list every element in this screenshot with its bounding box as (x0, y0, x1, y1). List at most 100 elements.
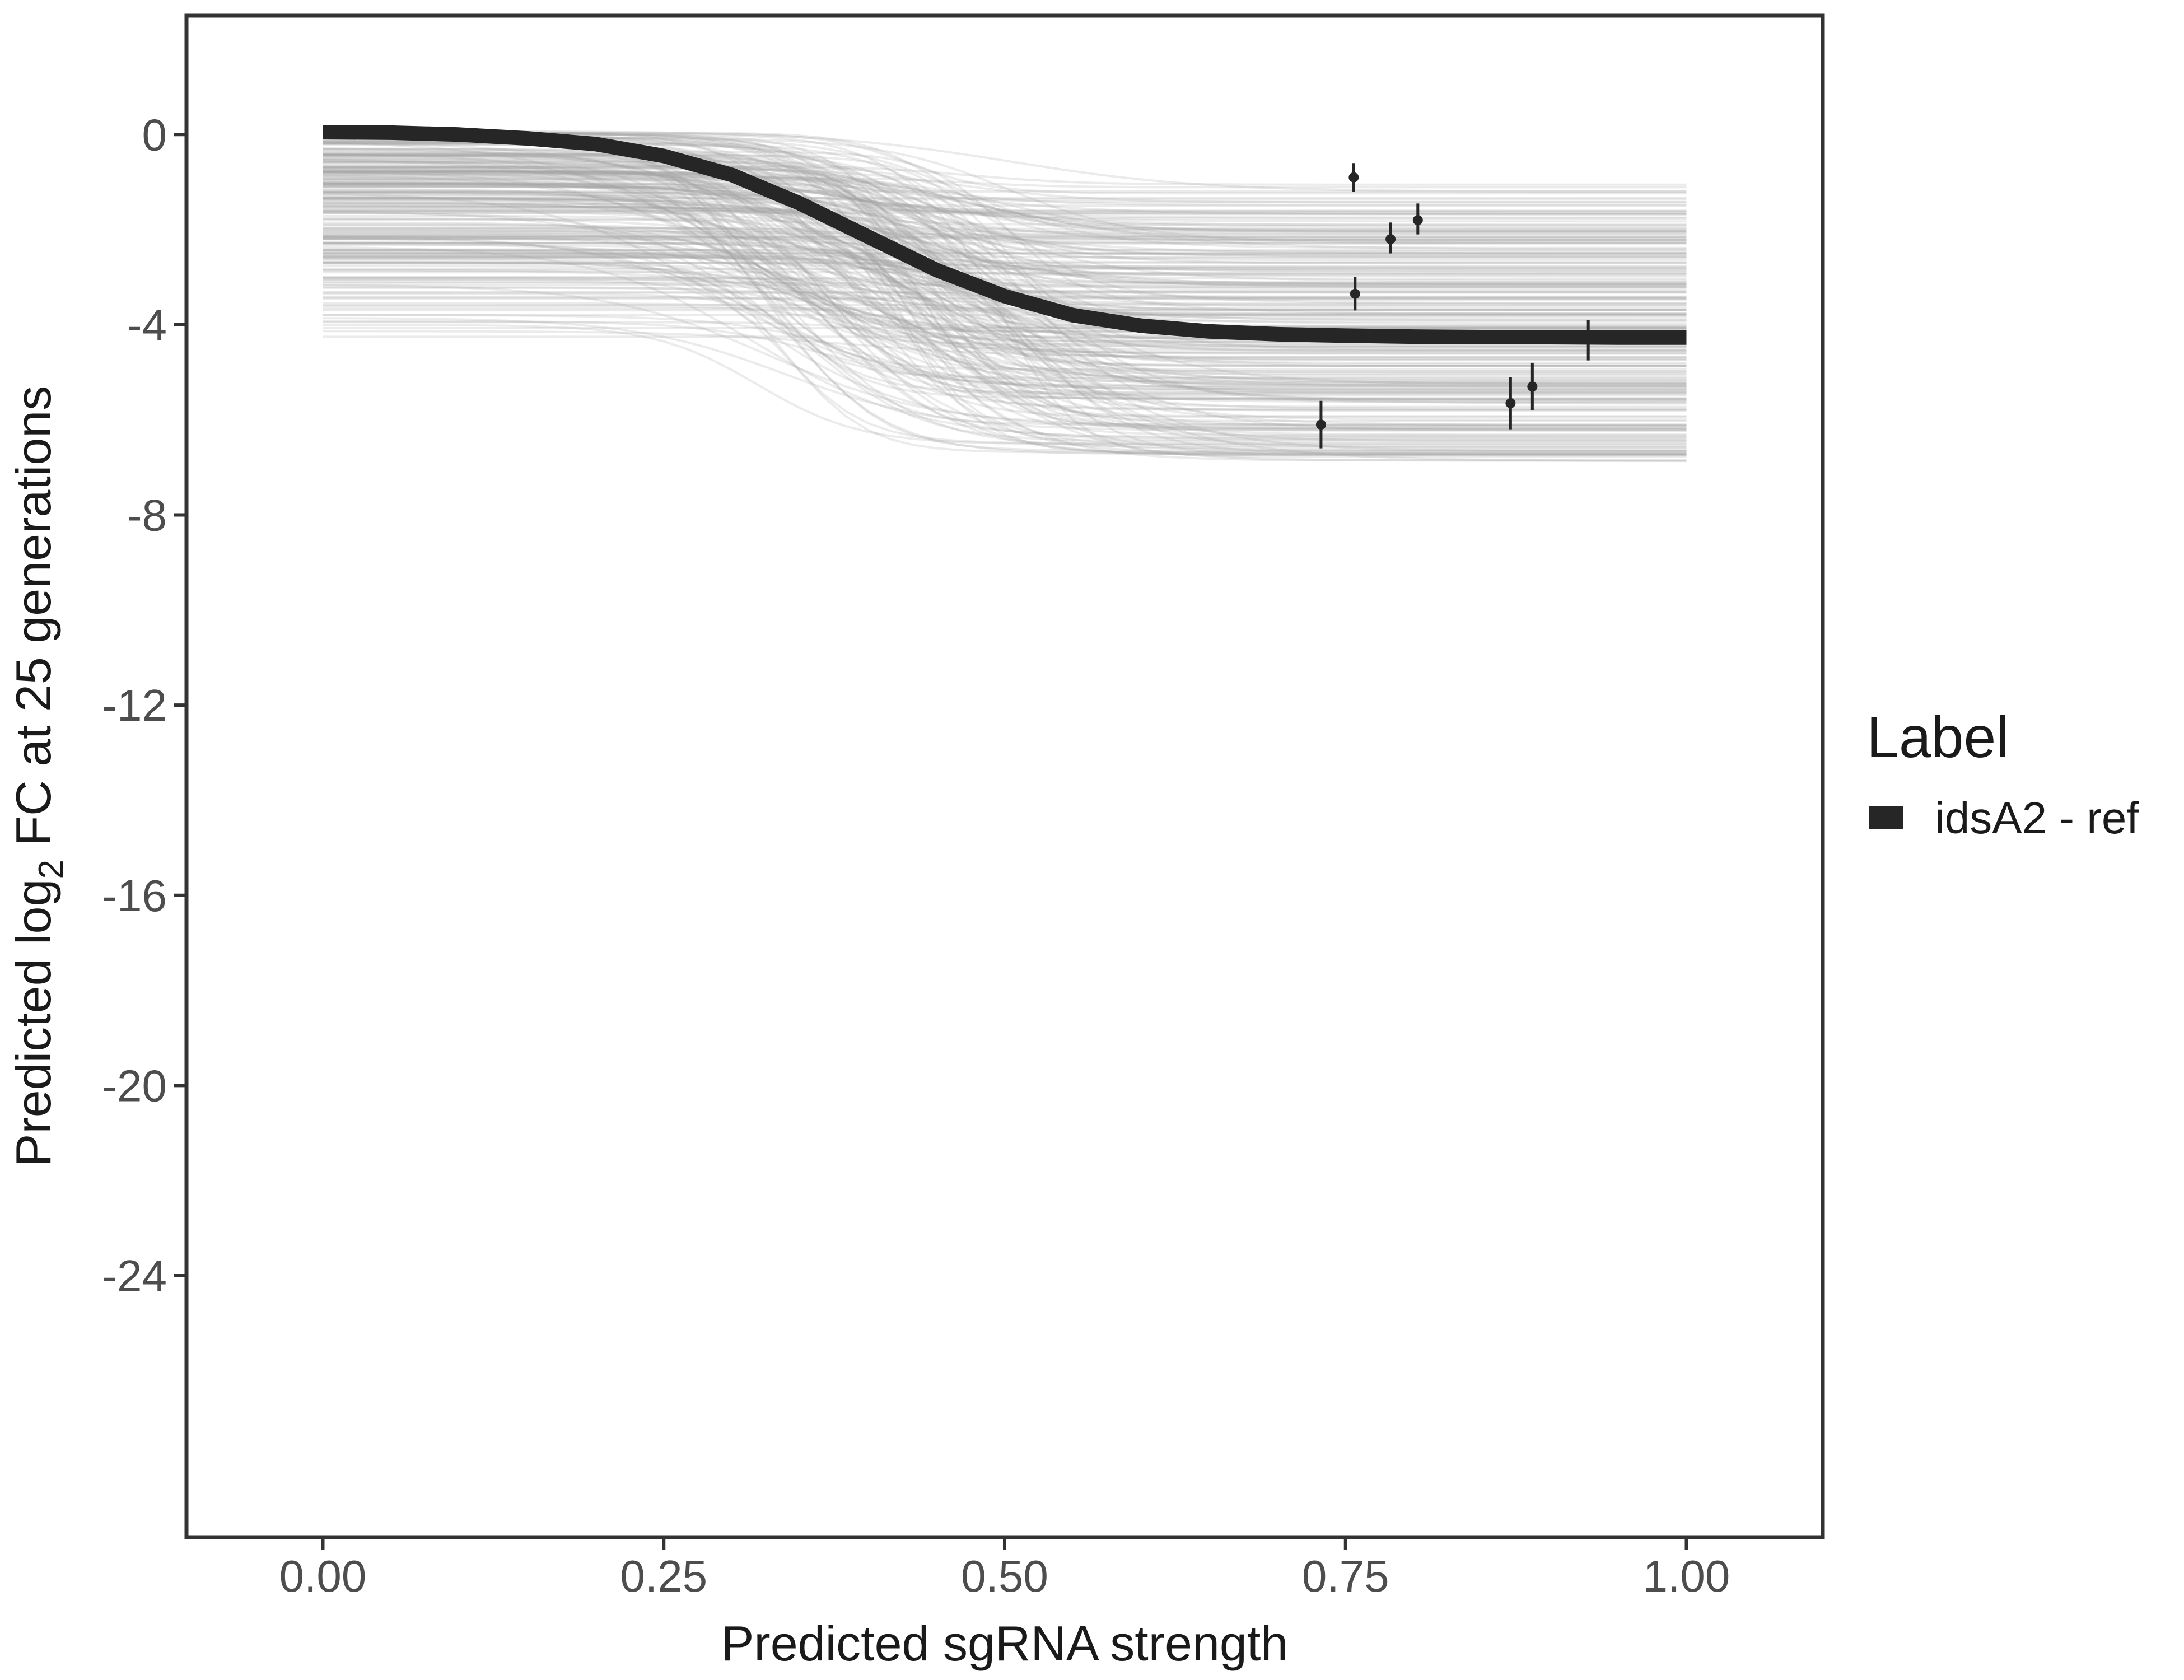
posterior-draw-line (323, 229, 1687, 388)
posterior-draw-line (323, 174, 1687, 253)
posterior-draw-line (323, 255, 1687, 422)
posterior-draw-line (323, 284, 1687, 427)
posterior-draws (323, 130, 1687, 463)
posterior-draw-line (323, 160, 1687, 386)
plot-panel-border (184, 13, 1825, 1539)
posterior-draw-line (323, 217, 1687, 402)
data-point-marker (1505, 398, 1516, 408)
data-point-4 (1385, 222, 1396, 254)
legend: Label idsA2 - ref (1866, 705, 2139, 843)
posterior-draw-line (323, 250, 1687, 329)
posterior-draw-line (323, 164, 1687, 330)
posterior-draw-line (323, 181, 1687, 412)
posterior-draw-line (323, 171, 1687, 213)
posterior-draw-line (323, 166, 1687, 232)
posterior-draw-line (323, 184, 1687, 452)
posterior-draw-line (323, 158, 1687, 381)
posterior-draw-line (323, 184, 1687, 367)
observed-points (1315, 163, 1594, 449)
posterior-draw-line (323, 147, 1687, 400)
posterior-draw-line (323, 214, 1687, 418)
posterior-draw-line (323, 226, 1687, 319)
posterior-draw-line (323, 218, 1687, 244)
posterior-draw-line (323, 148, 1687, 283)
posterior-draw-line (323, 314, 1687, 402)
posterior-draw-line (323, 171, 1687, 212)
posterior-draw-line (323, 190, 1687, 455)
posterior-draw-line (323, 153, 1687, 235)
posterior-draw-line (323, 321, 1687, 451)
posterior-draw-line (323, 175, 1687, 233)
posterior-draw-line (323, 186, 1687, 262)
posterior-draw-line (323, 169, 1687, 275)
posterior-draw-line (323, 154, 1687, 381)
posterior-draw-line (323, 166, 1687, 408)
posterior-draw-line (323, 211, 1687, 411)
posterior-draw-line (323, 195, 1687, 228)
y-axis-title-suffix: FC at 25 generations (6, 386, 61, 860)
posterior-draw-line (323, 181, 1687, 288)
posterior-draw-line (323, 254, 1687, 268)
x-axis-title: Predicted sgRNA strength (721, 1616, 1289, 1671)
posterior-draw-line (323, 179, 1687, 268)
posterior-draw-line (323, 148, 1687, 432)
posterior-draw-line (323, 182, 1687, 376)
x-axis: 0.00 0.25 0.50 0.75 1.00 (279, 1539, 1730, 1601)
posterior-draw-line (323, 131, 1687, 241)
posterior-draw-line (323, 242, 1687, 259)
posterior-draw-line (323, 171, 1687, 203)
x-tick-label: 0.75 (1302, 1551, 1389, 1601)
posterior-draw-line (323, 244, 1687, 367)
posterior-draw-line (323, 193, 1687, 430)
posterior-draw-line (323, 181, 1687, 347)
posterior-draw-line (323, 200, 1687, 330)
x-tick-label: 0.25 (620, 1551, 707, 1601)
posterior-draw-line (323, 209, 1687, 285)
y-axis-title-prefix: Predicted log (6, 879, 61, 1167)
posterior-draw-line (323, 165, 1687, 400)
posterior-draw-line (323, 177, 1687, 354)
data-point-3 (1350, 277, 1360, 311)
posterior-draw-line (323, 256, 1687, 288)
posterior-draw-line (323, 173, 1687, 379)
data-point-2 (1348, 163, 1359, 192)
posterior-draw-line (323, 278, 1687, 454)
posterior-draw-line (323, 190, 1687, 226)
posterior-draw-line (323, 154, 1687, 240)
data-point-marker (1412, 215, 1423, 226)
data-point-marker (1348, 172, 1359, 183)
posterior-draw-line (323, 253, 1687, 367)
posterior-draw-line (323, 167, 1687, 393)
posterior-draw-line (323, 262, 1687, 270)
posterior-draw-line (323, 261, 1687, 277)
y-axis-title: Predicted log2 FC at 25 generations (6, 386, 71, 1166)
data-point-marker (1350, 288, 1360, 299)
posterior-draw-line (323, 255, 1687, 278)
data-point-8 (1583, 320, 1594, 361)
posterior-draw-line (323, 258, 1687, 452)
posterior-draw-line (323, 172, 1687, 386)
legend-label-idsA2-ref: idsA2 - ref (1935, 793, 2139, 843)
posterior-draw-line (323, 152, 1687, 328)
posterior-draw-line (323, 171, 1687, 449)
posterior-draw-line (323, 296, 1687, 372)
posterior-draw-line (323, 174, 1687, 390)
posterior-draw-line (323, 178, 1687, 300)
posterior-draw-line (323, 221, 1687, 358)
posterior-draw-line (323, 182, 1687, 239)
fitted-curve-layer (323, 125, 1687, 345)
posterior-draw-line (323, 202, 1687, 362)
posterior-draw-line (323, 153, 1687, 329)
posterior-draw-line (323, 249, 1687, 456)
posterior-draw-line (323, 183, 1687, 438)
posterior-draw-line (323, 277, 1687, 315)
posterior-draw-line (323, 130, 1687, 286)
posterior-draw-line (323, 161, 1687, 216)
posterior-draw-line (323, 281, 1687, 385)
posterior-draw-line (323, 191, 1687, 463)
posterior-draw-line (323, 202, 1687, 442)
posterior-draw-line (323, 235, 1687, 391)
posterior-draw-line (323, 261, 1687, 380)
posterior-draw-line (323, 196, 1687, 273)
